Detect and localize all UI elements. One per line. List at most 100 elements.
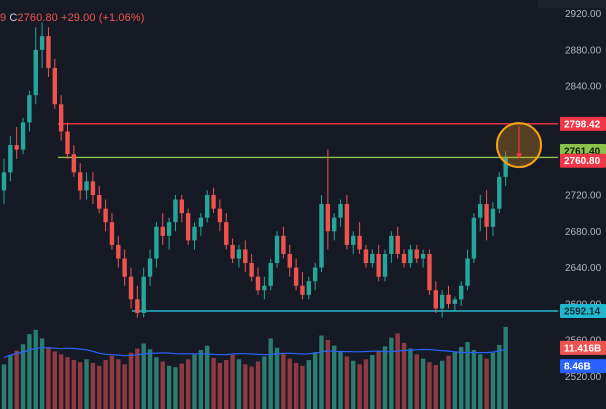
candle-body [281, 235, 286, 254]
volume-bar [478, 354, 483, 409]
volume-bar [395, 333, 400, 409]
volume-bar [192, 354, 197, 409]
candle-body [65, 131, 70, 155]
candle-body [141, 276, 146, 313]
candle-body [376, 253, 381, 277]
top-scale-strip [538, 0, 606, 8]
volume-bar [224, 360, 229, 409]
legend-close-key: C [9, 12, 18, 24]
volume-bar [382, 346, 388, 409]
candle-body [439, 294, 445, 309]
volume-bar [33, 329, 38, 409]
volume-bar [58, 354, 64, 409]
volume-bar [319, 335, 324, 409]
candle-body [236, 249, 242, 259]
candle-body [179, 199, 184, 214]
volume-bar [300, 365, 305, 409]
candle-body [243, 249, 248, 264]
candle-body [433, 290, 438, 309]
candle-body [211, 195, 216, 209]
volume-bar [306, 360, 311, 409]
volume-bar [376, 350, 381, 409]
volume-bar [389, 337, 394, 409]
candle-body [408, 249, 413, 264]
candle-body [414, 249, 419, 259]
last-price-tag: 2760.80 [564, 156, 601, 167]
volume-bar [427, 362, 432, 409]
candle-body [293, 267, 299, 286]
volume-bar [230, 355, 235, 409]
candle-body [484, 204, 489, 227]
volume-bar [351, 360, 356, 409]
ohlc-legend: 9 C2760.80 +29.00 (+1.06%) [0, 12, 145, 24]
candle-body [465, 258, 470, 286]
price-scale[interactable] [558, 0, 606, 409]
last-price-tag-bg [560, 153, 606, 168]
volume-bar [287, 358, 292, 409]
volume-bar [274, 347, 280, 409]
candle-body [382, 253, 388, 277]
volume-bar [20, 344, 26, 409]
resistance-price-tag-bg [560, 116, 606, 131]
volume-bar [401, 342, 407, 409]
candle-body [205, 195, 210, 218]
candle-body [478, 204, 483, 218]
volume-bar [141, 343, 146, 409]
candle-body [401, 253, 407, 264]
highlight-arrow-head [516, 153, 522, 159]
candle-body [160, 226, 165, 236]
candle-body [338, 204, 343, 218]
candle-body [128, 276, 134, 300]
volume-bar [71, 360, 77, 409]
candle-body [332, 217, 337, 232]
candle-body [503, 157, 508, 177]
volume-bar [262, 356, 267, 409]
volume-bar [459, 347, 464, 409]
volume-bar [27, 334, 32, 409]
support-price-tag-bg [560, 304, 606, 319]
volume-bar [1, 364, 7, 409]
price-tick-label: 2640.00 [565, 263, 602, 274]
candle-body [389, 235, 394, 254]
volume-bar [166, 365, 172, 409]
volume-bar [408, 348, 413, 409]
candle-body [78, 172, 83, 191]
volume-bar [484, 358, 489, 409]
candle-body [166, 222, 172, 236]
volume-bar [147, 349, 153, 409]
volume-bar [497, 344, 502, 409]
candle-body [395, 235, 400, 254]
candle-body [344, 204, 350, 245]
support-price-tag: 2592.14 [564, 307, 601, 318]
candle-body [363, 249, 369, 264]
volume-bar [103, 360, 108, 409]
candle-body [224, 222, 229, 245]
volume-bar [357, 364, 362, 409]
volume-bar [414, 354, 419, 409]
legend-close-value: 2760.80 [17, 12, 58, 24]
price-tick-label: 2920.00 [565, 9, 602, 20]
volume-bar [243, 364, 248, 409]
resistance-price-tag: 2798.42 [564, 119, 601, 130]
price-tick-label: 2520.00 [565, 372, 602, 383]
candle-body [319, 204, 324, 268]
volume-bar [249, 366, 254, 409]
volume-bar [325, 339, 331, 409]
volume-bar [14, 350, 19, 409]
volume-ma-tag: 8.46B [564, 362, 591, 373]
price-tick-label: 2840.00 [565, 82, 602, 93]
volume-bar [338, 351, 343, 409]
volume-value-tag-bg [560, 340, 606, 355]
candle-body [122, 258, 127, 277]
candle-body [52, 67, 57, 105]
candle-body [20, 122, 26, 150]
volume-bar [332, 345, 337, 409]
candle-body [173, 199, 178, 223]
volume-ma-line [3, 347, 506, 359]
legend-change: +29.00 (+1.06%) [61, 12, 145, 24]
candle-body [217, 208, 223, 223]
volume-bar [39, 338, 45, 409]
candle-body [490, 208, 496, 227]
